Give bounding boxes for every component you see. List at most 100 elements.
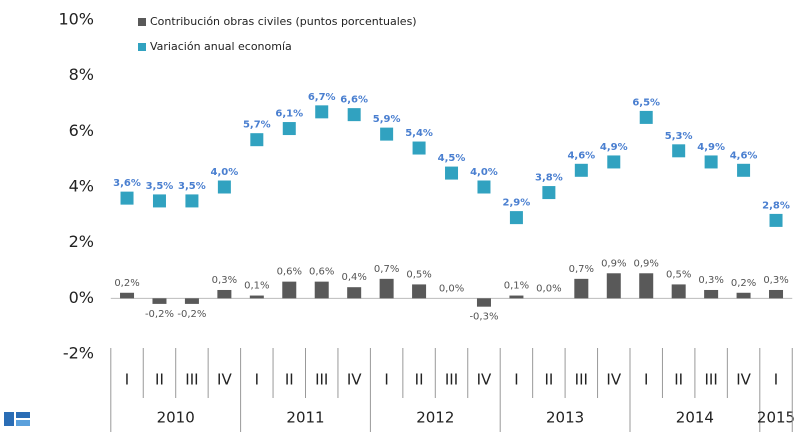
x-tick-label: III xyxy=(185,371,198,389)
value-label: 4,5% xyxy=(438,153,466,164)
value-label: 4,9% xyxy=(600,142,628,153)
x-tick-label: II xyxy=(285,371,294,389)
marker xyxy=(445,166,459,180)
y-tick-label: 10% xyxy=(58,10,94,29)
value-label: 4,0% xyxy=(211,167,239,178)
x-tick-label: IV xyxy=(347,371,362,389)
bar xyxy=(379,278,394,299)
value-label: 2,9% xyxy=(503,198,531,209)
value-label: 0,5% xyxy=(666,269,691,280)
x-tick-label: I xyxy=(255,371,259,389)
year-label: 2015 xyxy=(757,409,795,427)
value-label: 3,5% xyxy=(146,181,174,192)
bar xyxy=(282,281,297,299)
value-label: 6,7% xyxy=(308,92,336,103)
value-label: 0,9% xyxy=(601,258,626,269)
year-label: 2012 xyxy=(416,409,454,427)
marker xyxy=(769,213,783,227)
value-label: 0,1% xyxy=(244,281,269,292)
year-label: 2013 xyxy=(546,409,584,427)
value-label: 0,3% xyxy=(212,275,237,286)
value-label: 4,6% xyxy=(567,150,595,161)
marker xyxy=(315,105,329,119)
x-tick-label: II xyxy=(415,371,424,389)
x-tick-label: IV xyxy=(736,371,751,389)
marker xyxy=(412,141,426,155)
bar xyxy=(152,298,167,304)
value-label: 2,8% xyxy=(762,200,790,211)
year-label: 2014 xyxy=(676,409,714,427)
value-label: 4,6% xyxy=(730,150,758,161)
value-label: 6,6% xyxy=(340,95,368,106)
legend-label: Variación anual economía xyxy=(150,40,292,53)
bar xyxy=(217,289,232,299)
value-label: 0,4% xyxy=(341,272,366,283)
x-tick-label: III xyxy=(575,371,588,389)
y-tick-label: 2% xyxy=(69,232,94,251)
marker xyxy=(282,122,296,136)
value-label: 5,4% xyxy=(405,128,433,139)
bar xyxy=(769,289,784,299)
x-tick-label: I xyxy=(514,371,518,389)
marker xyxy=(639,110,653,124)
bar xyxy=(120,292,135,299)
value-label: 0,3% xyxy=(763,275,788,286)
logo xyxy=(4,412,30,426)
value-label: 0,0% xyxy=(439,283,464,294)
bar xyxy=(606,273,621,299)
x-tick-label: III xyxy=(704,371,717,389)
marker xyxy=(380,127,394,141)
value-label: 6,5% xyxy=(632,97,660,108)
x-tick-label: II xyxy=(544,371,553,389)
value-label: 0,2% xyxy=(114,278,139,289)
x-tick-label: IV xyxy=(606,371,621,389)
marker xyxy=(477,180,491,194)
marker xyxy=(704,155,718,169)
bar xyxy=(736,292,751,299)
x-tick-label: II xyxy=(674,371,683,389)
y-tick-label: 6% xyxy=(69,121,94,140)
value-label: 3,8% xyxy=(535,173,563,184)
value-label: 0,7% xyxy=(569,264,594,275)
marker xyxy=(250,133,264,147)
bar xyxy=(314,281,329,299)
marker xyxy=(152,194,166,208)
marker xyxy=(574,163,588,177)
value-label: 0,3% xyxy=(698,275,723,286)
marker xyxy=(120,191,134,205)
bar xyxy=(347,287,362,299)
y-tick-label: 0% xyxy=(69,288,94,307)
year-label: 2010 xyxy=(157,409,195,427)
value-label: 4,0% xyxy=(470,167,498,178)
bar xyxy=(671,284,686,299)
marker xyxy=(607,155,621,169)
value-label: 4,9% xyxy=(697,142,725,153)
marker xyxy=(509,211,523,225)
value-label: 0,7% xyxy=(374,264,399,275)
legend-label: Contribución obras civiles (puntos porce… xyxy=(150,15,417,28)
bar xyxy=(249,295,264,299)
bar xyxy=(509,295,524,299)
marker xyxy=(672,144,686,158)
marker xyxy=(542,186,556,200)
x-tick-label: IV xyxy=(477,371,492,389)
marker xyxy=(185,194,199,208)
x-tick-label: I xyxy=(384,371,388,389)
legend-swatch xyxy=(138,18,146,26)
value-label: 0,5% xyxy=(406,269,431,280)
value-label: 0,9% xyxy=(634,258,659,269)
y-tick-label: 4% xyxy=(69,177,94,196)
x-tick-label: III xyxy=(445,371,458,389)
bar xyxy=(574,278,589,299)
value-label: 5,3% xyxy=(665,131,693,142)
value-label: 0,2% xyxy=(731,278,756,289)
x-tick-label: I xyxy=(774,371,778,389)
value-label: -0,2% xyxy=(145,309,174,320)
value-label: 0,1% xyxy=(504,281,529,292)
bar xyxy=(639,273,654,299)
value-label: 0,6% xyxy=(309,267,334,278)
value-label: 3,5% xyxy=(178,181,206,192)
year-label: 2011 xyxy=(286,409,324,427)
value-label: -0,3% xyxy=(469,312,498,323)
